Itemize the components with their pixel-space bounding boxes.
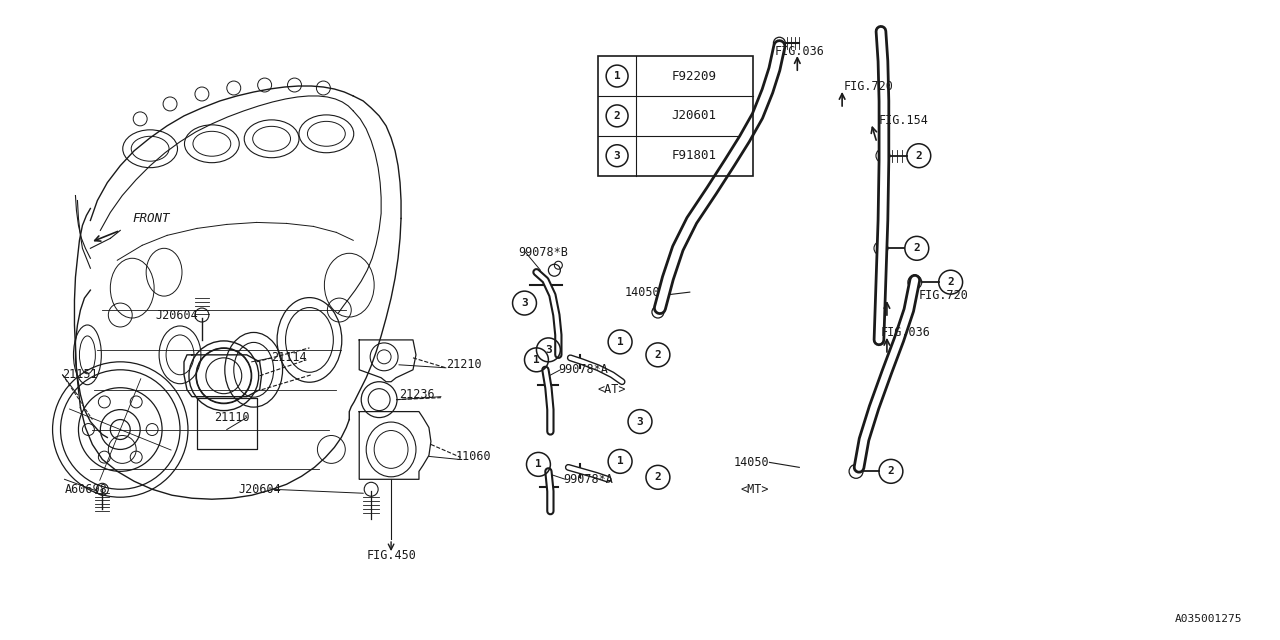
- Text: 2: 2: [914, 243, 920, 253]
- Text: 3: 3: [613, 150, 621, 161]
- Text: 1: 1: [535, 460, 541, 469]
- Text: J20604: J20604: [156, 308, 198, 321]
- Text: 1: 1: [532, 355, 540, 365]
- Text: 3: 3: [636, 417, 644, 426]
- Text: 1: 1: [613, 71, 621, 81]
- Text: 2: 2: [887, 467, 895, 476]
- Text: 11060: 11060: [456, 450, 492, 463]
- Text: 14050: 14050: [733, 456, 769, 469]
- Text: 2: 2: [654, 350, 662, 360]
- Text: 2: 2: [613, 111, 621, 121]
- Text: 99078*B: 99078*B: [518, 246, 568, 259]
- Text: FIG.036: FIG.036: [881, 326, 931, 339]
- Text: FIG.720: FIG.720: [919, 289, 969, 301]
- Text: 2: 2: [915, 150, 922, 161]
- Text: 1: 1: [617, 456, 623, 467]
- Text: 3: 3: [545, 345, 552, 355]
- Text: A60698: A60698: [64, 483, 108, 496]
- Text: A035001275: A035001275: [1175, 614, 1243, 623]
- Text: FRONT: FRONT: [132, 212, 170, 225]
- Text: <AT>: <AT>: [598, 383, 626, 396]
- Text: 3: 3: [521, 298, 527, 308]
- Text: 2: 2: [947, 277, 954, 287]
- Text: 21110: 21110: [214, 411, 250, 424]
- Text: FIG.036: FIG.036: [774, 45, 824, 58]
- Text: FIG.450: FIG.450: [366, 550, 416, 563]
- Text: 21151: 21151: [63, 368, 99, 381]
- Text: FIG.154: FIG.154: [879, 115, 929, 127]
- Text: 21114: 21114: [271, 351, 307, 364]
- Text: J20604: J20604: [238, 483, 282, 496]
- Text: FIG.720: FIG.720: [844, 79, 893, 93]
- Text: 21210: 21210: [445, 358, 481, 371]
- Text: <MT>: <MT>: [740, 483, 769, 496]
- Text: F91801: F91801: [672, 149, 717, 162]
- Text: 99078*A: 99078*A: [558, 364, 608, 376]
- Text: F92209: F92209: [672, 70, 717, 83]
- Text: 99078*A: 99078*A: [563, 473, 613, 486]
- Bar: [598, 56, 753, 175]
- Text: 1: 1: [617, 337, 623, 347]
- Text: 21236: 21236: [399, 388, 435, 401]
- Text: 2: 2: [654, 472, 662, 483]
- Text: J20601: J20601: [672, 109, 717, 122]
- Text: 14050: 14050: [625, 285, 660, 299]
